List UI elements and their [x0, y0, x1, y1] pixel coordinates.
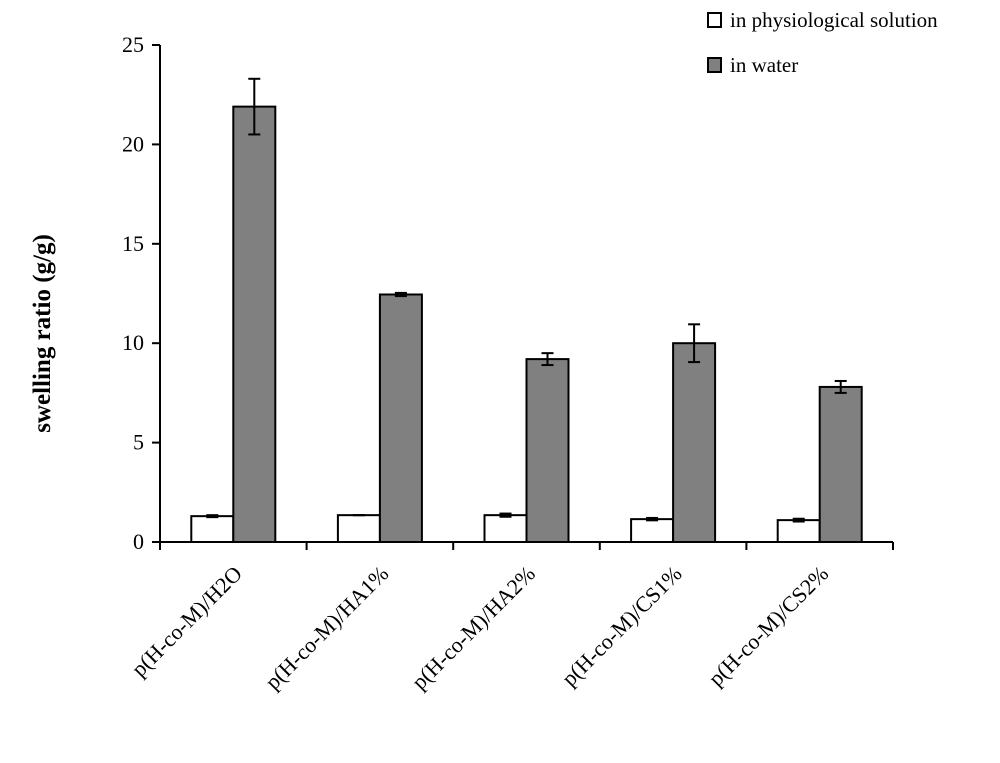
bar-water-2 [525, 358, 570, 543]
bar-physiological-4 [776, 519, 821, 544]
y-tick-label: 5 [133, 430, 144, 455]
error-bar [499, 512, 512, 518]
x-category-label: p(H-co-M)/H2O [126, 561, 246, 681]
y-tick-label: 0 [133, 529, 144, 554]
x-category-label: p(H-co-M)/CS2% [703, 561, 833, 691]
error-bar [541, 352, 554, 367]
legend: in physiological solution in water [707, 8, 938, 77]
error-bar [646, 516, 659, 522]
y-tick-label: 10 [122, 330, 144, 355]
legend-item: in water [707, 53, 798, 77]
bars [190, 105, 863, 544]
x-category-label: p(H-co-M)/CS1% [557, 561, 687, 691]
error-bar [792, 517, 805, 523]
error-bar [834, 379, 847, 394]
error-bar [206, 514, 219, 519]
legend-swatch [707, 12, 722, 28]
error-bar [688, 323, 701, 364]
y-ticks: 0 5 10 15 20 25 [122, 32, 160, 554]
bar-physiological-3 [630, 518, 675, 543]
legend-item: in physiological solution [707, 8, 938, 32]
y-tick-label: 20 [122, 131, 144, 156]
legend-label: in physiological solution [730, 8, 938, 32]
bar-water-0 [232, 105, 277, 544]
y-axis-title: swelling ratio (g/g) [29, 234, 56, 433]
y-tick-label: 25 [122, 32, 144, 57]
error-bar [394, 291, 407, 298]
category-labels: p(H-co-M)/H2O p(H-co-M)/HA1% p(H-co-M)/HA2… [126, 561, 833, 694]
bar-physiological-1 [336, 514, 381, 543]
y-tick-label: 15 [122, 231, 144, 256]
x-ticks [159, 542, 894, 550]
error-bar [248, 77, 261, 136]
bar-water-1 [378, 293, 423, 543]
error-bars [206, 77, 847, 523]
x-category-label: p(H-co-M)/HA1% [260, 561, 393, 694]
bar-water-4 [818, 385, 863, 543]
legend-swatch [707, 57, 722, 73]
x-category-label: p(H-co-M)/HA2% [407, 561, 540, 694]
bar-physiological-0 [190, 515, 235, 544]
bar-water-3 [672, 342, 717, 544]
legend-label: in water [730, 53, 798, 77]
bar-physiological-2 [483, 514, 528, 543]
